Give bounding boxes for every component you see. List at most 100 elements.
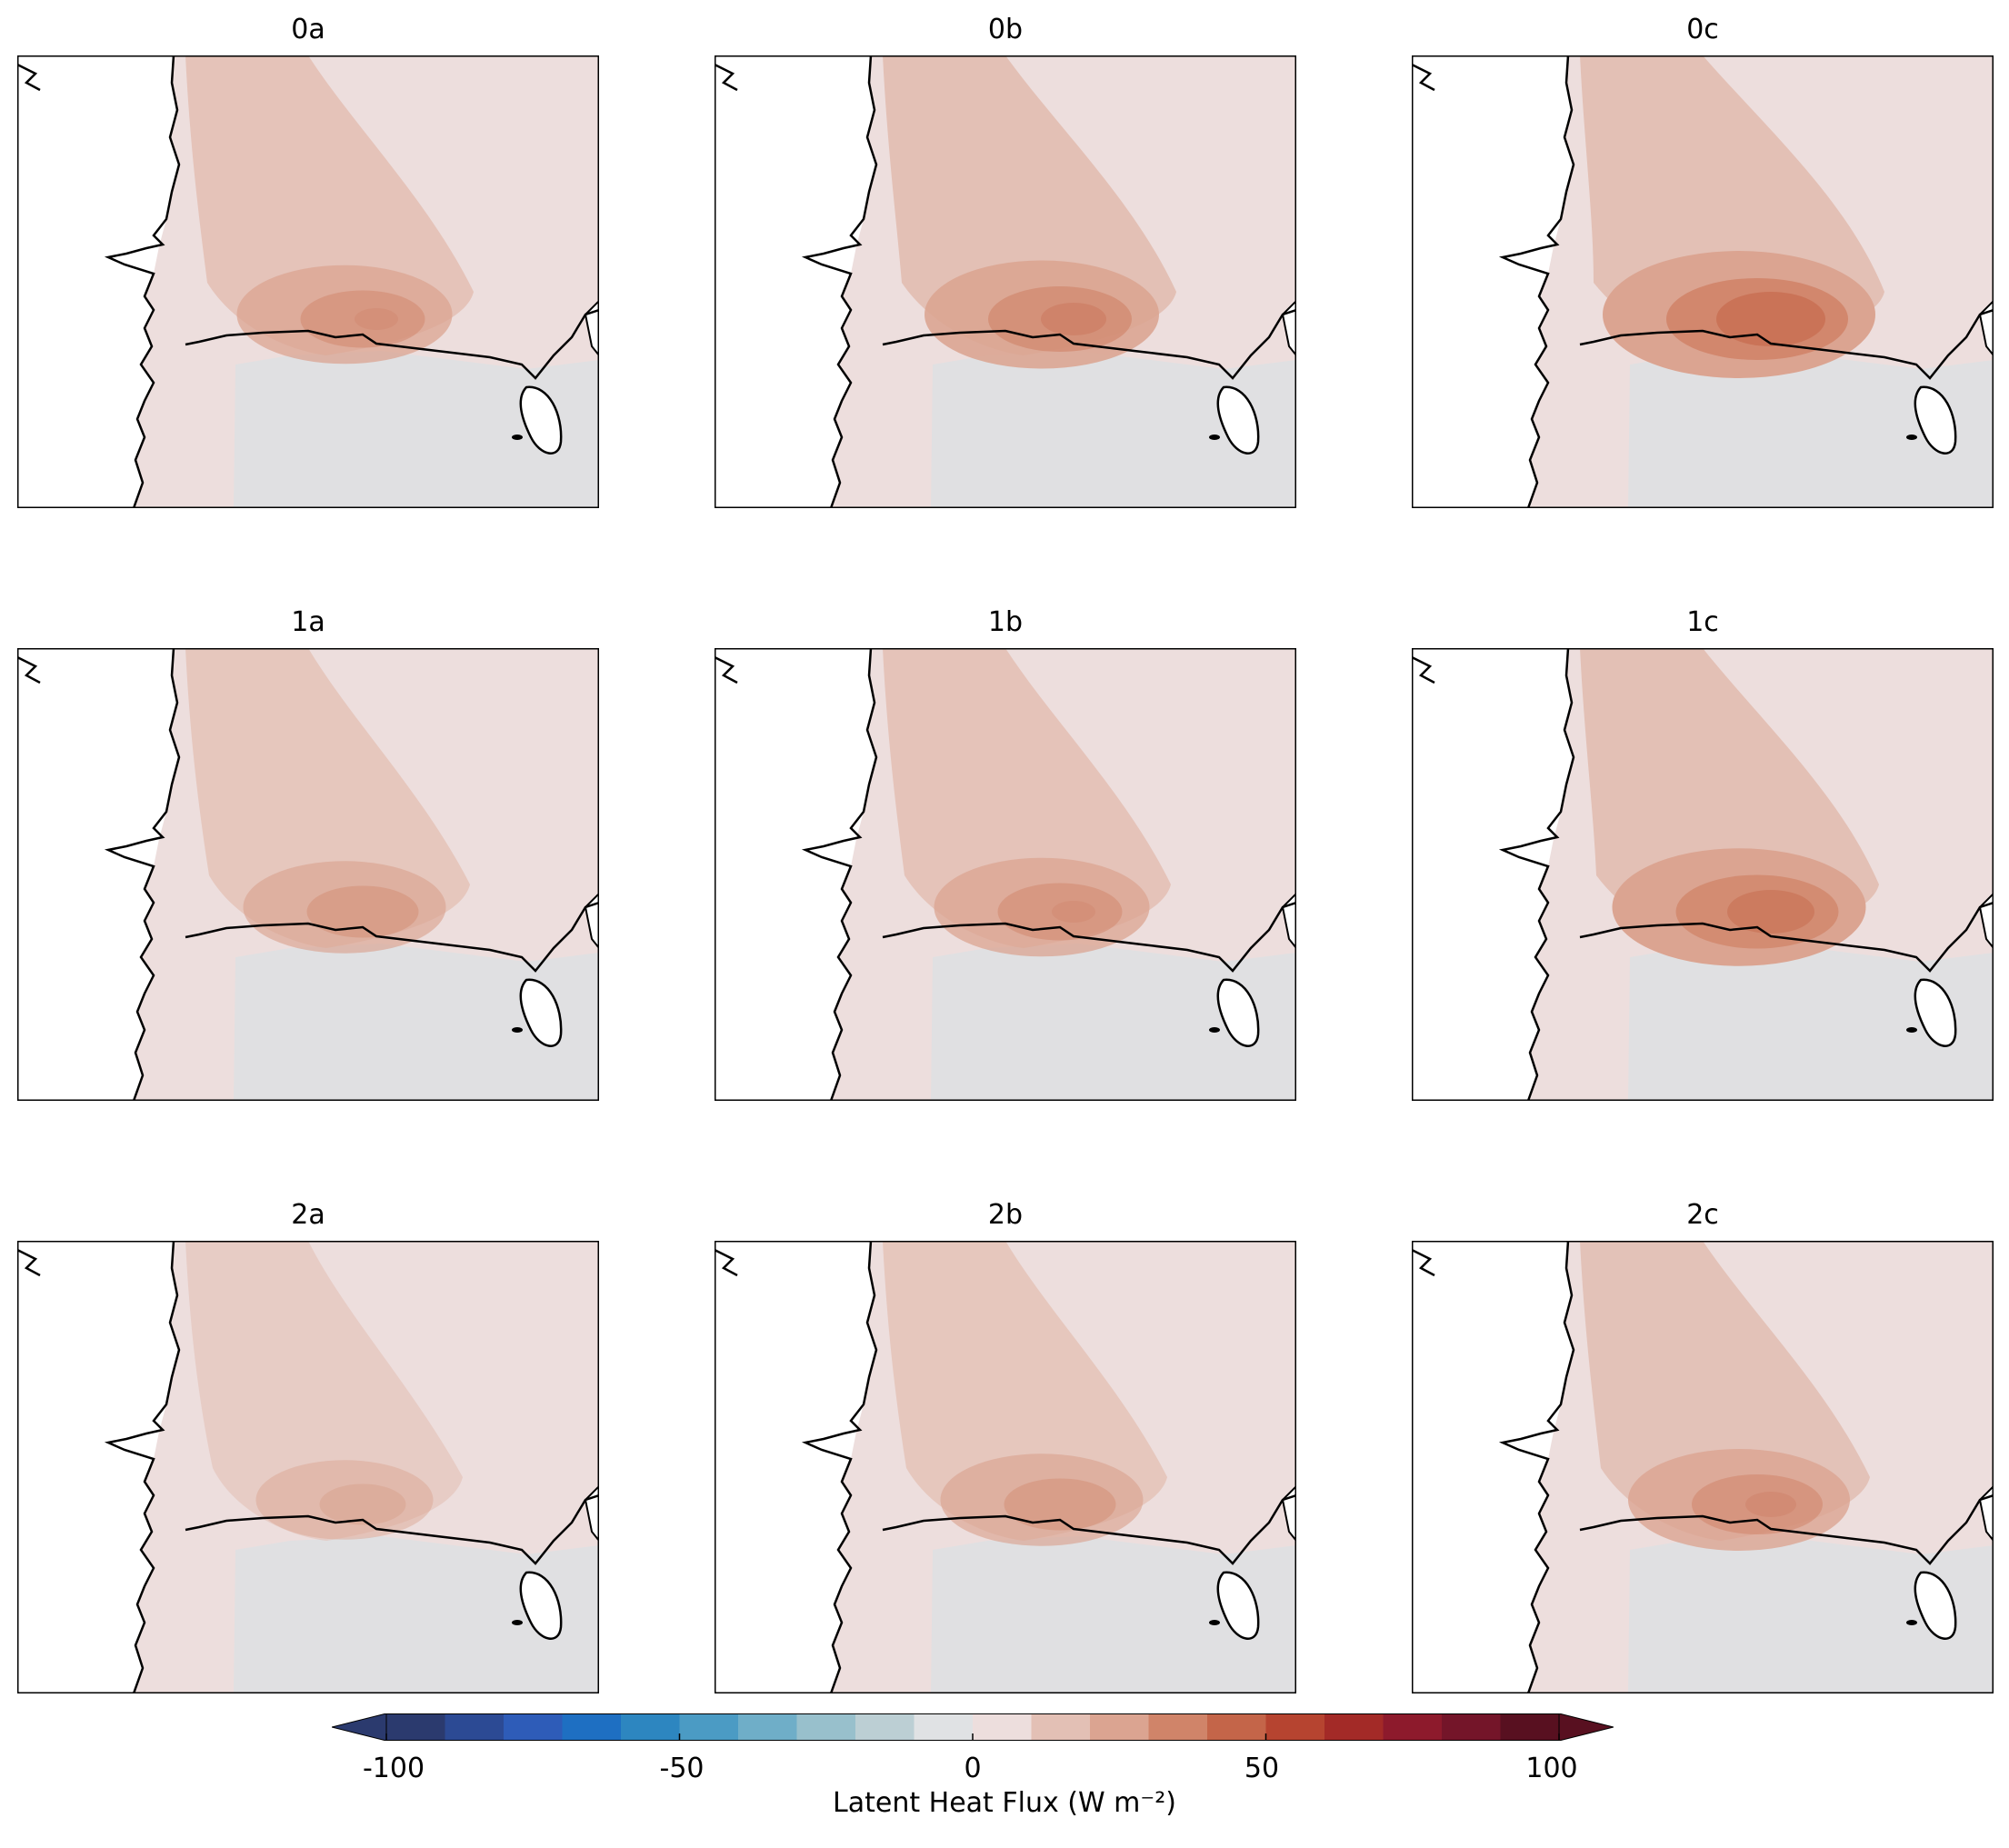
ice-shelf-region (1628, 351, 1994, 508)
map-panel-1c (1412, 648, 1994, 1101)
panel-title-1b: 1b (987, 606, 1024, 638)
small-island (512, 1027, 523, 1033)
coastline (1498, 55, 1575, 508)
panel-title-0a: 0a (291, 14, 325, 45)
island (1914, 978, 1957, 1047)
land-mass (715, 648, 876, 1101)
panel-title-2b: 2b (987, 1199, 1024, 1231)
flux-contour-high (997, 883, 1123, 941)
colorbar-swatch (796, 1713, 856, 1741)
flux-contour-peak (355, 308, 398, 330)
ice-shelf-region (234, 351, 599, 508)
colorbar (332, 1713, 1614, 1741)
panel-frame (17, 1241, 599, 1693)
coastline-corner (17, 63, 41, 92)
colorbar-swatch (1148, 1713, 1208, 1741)
colorbar-swatch (1383, 1713, 1443, 1741)
map-panel-2b (715, 1241, 1296, 1693)
land-mass (715, 55, 876, 508)
panel-frame (1412, 648, 1994, 1101)
flux-contour-peak (1716, 292, 1825, 346)
colorbar-swatch (679, 1713, 739, 1741)
colorbar-swatch (445, 1713, 505, 1741)
shelf-coastline (882, 901, 1296, 973)
flux-contour-high (1675, 874, 1839, 949)
colorbar-extend-max (1558, 1713, 1614, 1741)
small-island (1906, 435, 1917, 440)
coastline (801, 1241, 878, 1693)
colorbar-swatch (562, 1713, 622, 1741)
small-island (512, 1620, 523, 1625)
map-panel-0b (715, 55, 1296, 508)
flux-contour-mid (934, 857, 1150, 957)
shelf-coastline (185, 1493, 599, 1565)
panel-title-1a: 1a (291, 606, 325, 638)
coastline-corner (1412, 655, 1435, 684)
coastline (104, 648, 181, 1101)
colorbar-tick-label: -50 (659, 1753, 705, 1784)
flux-contour-mid (940, 1453, 1144, 1546)
map-panel-2a (17, 1241, 599, 1693)
panel-frame (17, 55, 599, 508)
ice-shelf-region (1628, 1536, 1994, 1693)
map-panel-1b (715, 648, 1296, 1101)
coastline-corner (715, 1248, 738, 1277)
map-panel-0a (17, 55, 599, 508)
panel-frame (715, 55, 1296, 508)
land-mass (17, 1241, 179, 1693)
shelf-coastline (185, 308, 599, 380)
colorbar-swatch (386, 1713, 445, 1741)
land-mass (715, 1241, 876, 1693)
colorbar-swatch (1265, 1713, 1325, 1741)
colorbar-swatch (1090, 1713, 1149, 1741)
flux-contour-high (306, 885, 419, 938)
island (1914, 1571, 1957, 1640)
small-island (1906, 1620, 1917, 1625)
ice-shelf-region (931, 944, 1296, 1101)
flux-contour-peak (1727, 890, 1814, 934)
ice-shelf-region (234, 1536, 599, 1693)
shelf-coastline (882, 308, 1296, 380)
flux-contour-high (300, 290, 425, 348)
coastline (1498, 1241, 1575, 1693)
panel-title-1c: 1c (1686, 606, 1719, 638)
coastline (104, 55, 181, 508)
coastline-corner (715, 655, 738, 684)
colorbar-swatch (1500, 1713, 1560, 1741)
shelf-coastline (882, 1493, 1296, 1565)
colorbar-swatch (738, 1713, 797, 1741)
flux-contour-mid (255, 1460, 434, 1540)
colorbar-swatch (1324, 1713, 1384, 1741)
colorbar-tick-label: -100 (362, 1753, 425, 1784)
coastline-corner (1412, 1248, 1435, 1277)
island (519, 1571, 563, 1640)
map-panel-2c (1412, 1241, 1994, 1693)
ice-shelf-region (931, 1536, 1296, 1693)
flux-contour-high (319, 1483, 406, 1525)
flux-contour-peak (1041, 303, 1106, 335)
colorbar-swatch (973, 1713, 1032, 1741)
small-island (1209, 1027, 1220, 1033)
shelf-coastline (1579, 901, 1994, 973)
panel-frame (715, 648, 1296, 1101)
small-island (1209, 1620, 1220, 1625)
flux-contour-mid (236, 265, 453, 365)
panel-title-0c: 0c (1686, 14, 1719, 45)
colorbar-swatch (855, 1713, 915, 1741)
colorbar-tick-label: 50 (1244, 1753, 1280, 1784)
colorbar-title: Latent Heat Flux (W m⁻²) (833, 1787, 1176, 1819)
panel-frame (1412, 1241, 1994, 1693)
coastline-corner (17, 1248, 41, 1277)
island (1216, 978, 1260, 1047)
coastline (1498, 648, 1575, 1101)
island (1216, 1571, 1260, 1640)
land-mass (17, 648, 179, 1101)
panel-title-2c: 2c (1686, 1199, 1719, 1231)
ice-shelf-region (931, 351, 1296, 508)
land-mass (1412, 55, 1574, 508)
coastline (801, 55, 878, 508)
panel-frame (715, 1241, 1296, 1693)
panel-title-0b: 0b (987, 14, 1024, 45)
small-island (1209, 435, 1220, 440)
colorbar-swatch (1031, 1713, 1091, 1741)
